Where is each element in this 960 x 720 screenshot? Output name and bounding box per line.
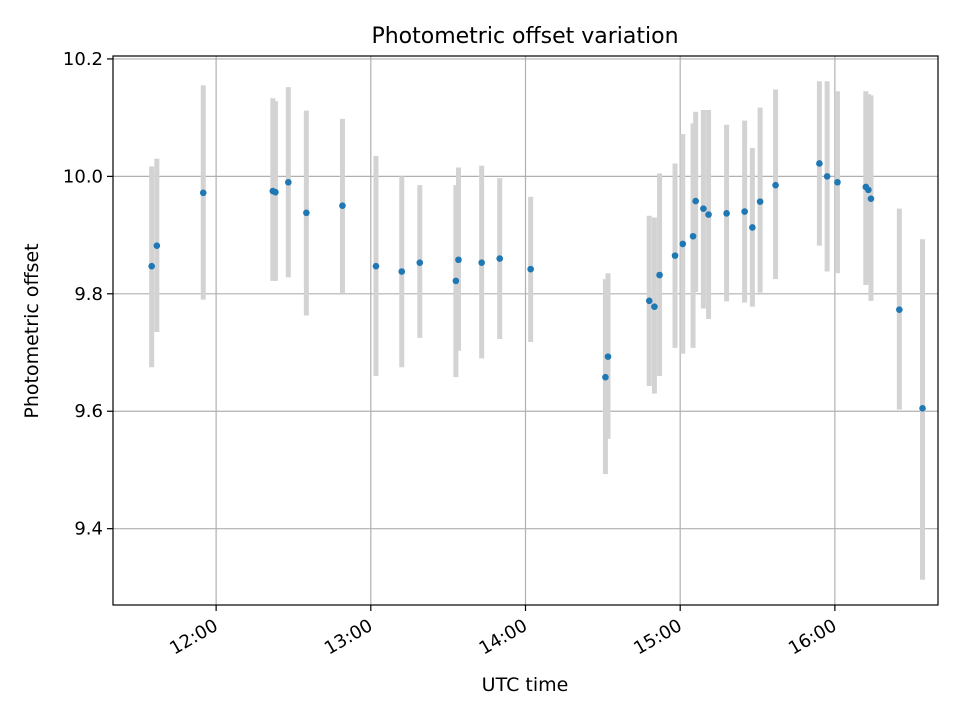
y-axis-label: Photometric offset bbox=[21, 243, 43, 418]
y-tick-label: 9.4 bbox=[74, 519, 103, 540]
y-tick-label: 9.8 bbox=[74, 284, 103, 305]
data-point bbox=[705, 211, 712, 218]
data-point bbox=[749, 224, 756, 231]
data-point bbox=[455, 256, 462, 264]
data-point bbox=[865, 186, 872, 194]
data-point bbox=[452, 277, 460, 285]
data-point bbox=[527, 265, 534, 273]
data-point bbox=[656, 271, 663, 279]
data-point bbox=[148, 262, 155, 270]
data-point bbox=[679, 240, 687, 248]
data-point bbox=[416, 259, 424, 266]
data-point bbox=[496, 255, 504, 262]
data-point bbox=[153, 242, 161, 249]
data-point bbox=[700, 205, 707, 212]
data-point bbox=[919, 404, 926, 412]
data-point bbox=[398, 268, 406, 275]
data-point bbox=[867, 195, 875, 202]
data-point bbox=[199, 189, 207, 197]
data-point bbox=[303, 209, 310, 217]
data-points bbox=[148, 160, 926, 412]
grid-lines bbox=[113, 56, 938, 605]
data-point bbox=[339, 202, 346, 210]
data-point bbox=[604, 353, 612, 360]
data-point bbox=[816, 160, 823, 167]
data-point bbox=[741, 208, 748, 215]
data-point bbox=[671, 252, 679, 259]
data-point bbox=[772, 181, 779, 189]
x-axis-label: UTC time bbox=[482, 674, 569, 696]
data-point bbox=[896, 306, 903, 313]
y-tick-label: 9.6 bbox=[74, 401, 103, 422]
data-point bbox=[723, 210, 730, 217]
chart-title: Photometric offset variation bbox=[371, 24, 678, 49]
data-point bbox=[651, 303, 658, 311]
data-point bbox=[372, 262, 380, 270]
data-point bbox=[285, 178, 292, 186]
data-point bbox=[689, 232, 697, 240]
data-point bbox=[272, 188, 279, 196]
data-point bbox=[478, 259, 485, 266]
data-point bbox=[645, 297, 653, 305]
data-point bbox=[834, 178, 841, 186]
data-point bbox=[756, 198, 764, 205]
data-point bbox=[823, 173, 831, 180]
y-tick-label: 10.0 bbox=[63, 166, 103, 187]
data-point bbox=[692, 197, 699, 205]
y-tick-label: 10.2 bbox=[63, 49, 103, 70]
data-point bbox=[602, 373, 609, 381]
